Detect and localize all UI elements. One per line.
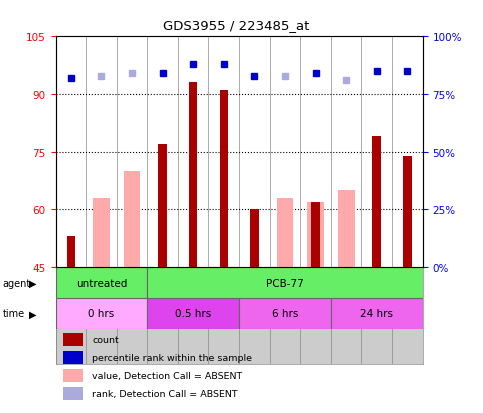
Text: ▶: ▶ <box>29 278 37 288</box>
Bar <box>250 210 259 268</box>
Text: percentile rank within the sample: percentile rank within the sample <box>92 353 252 362</box>
Text: value, Detection Call = ABSENT: value, Detection Call = ABSENT <box>92 371 242 380</box>
Text: GDS3955 / 223485_at: GDS3955 / 223485_at <box>163 19 310 31</box>
Bar <box>63 369 83 382</box>
Text: agent: agent <box>2 278 30 288</box>
Text: 24 hrs: 24 hrs <box>360 309 393 318</box>
Bar <box>63 351 83 364</box>
Bar <box>147 298 239 329</box>
Bar <box>63 387 83 400</box>
Text: 0.5 hrs: 0.5 hrs <box>175 309 212 318</box>
Bar <box>403 156 412 268</box>
Text: PCB-77: PCB-77 <box>266 278 304 288</box>
Bar <box>239 298 331 329</box>
Bar <box>311 202 320 268</box>
Bar <box>124 171 141 268</box>
Text: time: time <box>2 309 25 318</box>
Bar <box>338 191 355 268</box>
Bar <box>331 298 423 329</box>
Bar <box>372 137 381 268</box>
Text: 0 hrs: 0 hrs <box>88 309 114 318</box>
Bar <box>56 268 147 298</box>
Bar <box>56 298 147 329</box>
Bar <box>189 83 198 268</box>
Bar <box>147 268 423 298</box>
Bar <box>63 333 83 346</box>
Bar <box>277 198 293 268</box>
Text: untreated: untreated <box>76 278 127 288</box>
Text: 6 hrs: 6 hrs <box>272 309 298 318</box>
Bar <box>307 202 324 268</box>
Text: rank, Detection Call = ABSENT: rank, Detection Call = ABSENT <box>92 389 238 398</box>
Bar <box>158 145 167 268</box>
Bar <box>93 198 110 268</box>
Text: ▶: ▶ <box>29 309 37 318</box>
Bar <box>219 91 228 268</box>
Bar <box>67 237 75 268</box>
Text: count: count <box>92 335 119 344</box>
